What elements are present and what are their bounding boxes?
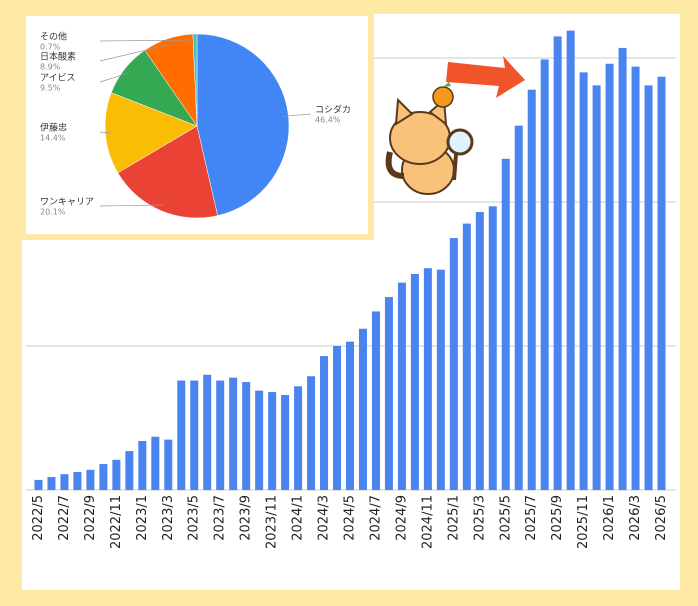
x-tick-label: 2026/5 xyxy=(654,495,669,541)
bar xyxy=(449,238,458,490)
bar xyxy=(125,451,134,490)
leader-line xyxy=(99,72,130,83)
bar xyxy=(138,441,147,490)
bar xyxy=(358,328,367,490)
pie-label: 日本酸素 xyxy=(40,51,76,63)
x-tick-label: 2023/1 xyxy=(135,495,150,541)
bar xyxy=(112,459,121,490)
bar xyxy=(73,472,82,490)
pie-value-label: 20.1% xyxy=(40,208,66,217)
pie-label: コシダカ xyxy=(315,104,351,116)
x-tick-label: 2025/11 xyxy=(576,495,591,549)
bar xyxy=(566,30,575,490)
bar xyxy=(164,439,173,490)
x-tick-label: 2023/5 xyxy=(187,495,202,541)
bar xyxy=(514,125,523,491)
bar xyxy=(371,311,380,490)
bar xyxy=(540,59,549,490)
pie-value-label: 0.7% xyxy=(40,43,61,52)
pie-slice xyxy=(104,92,198,174)
pie-label: ワンキャリア xyxy=(40,198,94,208)
leader-line xyxy=(99,204,164,207)
bar xyxy=(320,356,329,490)
leader-line xyxy=(99,44,170,62)
x-tick-label: 2022/11 xyxy=(109,495,124,549)
bar xyxy=(579,72,588,491)
bar xyxy=(99,464,108,490)
pie-label: アイビス xyxy=(40,73,76,84)
x-tick-label: 2026/1 xyxy=(602,495,617,541)
x-tick-label: 2022/5 xyxy=(31,495,46,541)
bar xyxy=(527,89,536,491)
bar xyxy=(294,386,303,490)
x-tick-label: 2025/7 xyxy=(524,495,539,541)
arrow-icon xyxy=(446,56,525,98)
x-tick-label: 2026/3 xyxy=(628,495,643,541)
x-tick-label: 2024/11 xyxy=(420,495,435,549)
bar xyxy=(631,66,640,490)
cat-illustration xyxy=(385,82,474,195)
bar xyxy=(436,269,445,490)
bar xyxy=(268,392,277,490)
bar xyxy=(397,282,406,490)
bar xyxy=(307,376,316,490)
bar xyxy=(618,47,627,491)
bar xyxy=(177,380,186,490)
leader-line xyxy=(282,113,312,117)
x-tick-label: 2024/9 xyxy=(394,495,409,541)
bar xyxy=(644,85,653,491)
bar xyxy=(151,436,160,490)
x-tick-label: 2024/7 xyxy=(368,495,383,541)
bar xyxy=(190,380,199,490)
pie-slice xyxy=(192,33,198,127)
bar xyxy=(423,268,432,490)
x-tick-label: 2022/7 xyxy=(57,495,72,541)
bar xyxy=(346,341,354,490)
bar xyxy=(462,223,471,490)
x-tick-label: 2024/3 xyxy=(317,495,332,541)
bar xyxy=(333,346,342,490)
leader-line xyxy=(99,131,112,134)
pie-label: 伊藤忠 xyxy=(40,122,67,134)
bar xyxy=(86,469,95,490)
bar xyxy=(475,212,484,490)
bar xyxy=(229,377,238,490)
bar xyxy=(60,474,69,490)
bar xyxy=(242,382,251,490)
pie-slice xyxy=(117,125,218,219)
x-tick-label: 2023/3 xyxy=(161,495,176,541)
x-tick-label: 2023/11 xyxy=(265,495,280,549)
x-tick-label: 2023/7 xyxy=(213,495,228,541)
pie-value-label: 8.9% xyxy=(40,63,61,72)
pie-value-label: 46.4% xyxy=(315,116,341,125)
bar xyxy=(203,374,212,490)
bar xyxy=(216,380,225,490)
bar xyxy=(281,394,290,490)
x-tick-label: 2024/5 xyxy=(343,495,358,541)
bar xyxy=(384,297,393,490)
bar xyxy=(410,274,419,490)
bar xyxy=(657,76,666,490)
x-tick-label: 2025/9 xyxy=(550,495,565,541)
bar xyxy=(501,158,510,491)
leader-line xyxy=(99,39,196,42)
x-tick-label: 2022/9 xyxy=(83,495,98,541)
bar xyxy=(255,390,264,490)
x-tick-label: 2025/5 xyxy=(498,495,513,541)
bar xyxy=(553,36,562,491)
bar xyxy=(592,85,601,491)
pie-value-label: 9.5% xyxy=(40,84,61,93)
bar xyxy=(34,479,43,490)
bar xyxy=(605,63,614,490)
x-tick-label: 2023/9 xyxy=(239,495,254,541)
pie-label: その他 xyxy=(40,31,67,43)
bar xyxy=(488,206,497,490)
pie-value-label: 14.4% xyxy=(40,134,66,143)
bar xyxy=(47,477,56,490)
x-tick-label: 2024/1 xyxy=(291,495,306,541)
x-tick-label: 2025/3 xyxy=(472,495,487,541)
x-tick-label: 2025/1 xyxy=(446,495,461,541)
